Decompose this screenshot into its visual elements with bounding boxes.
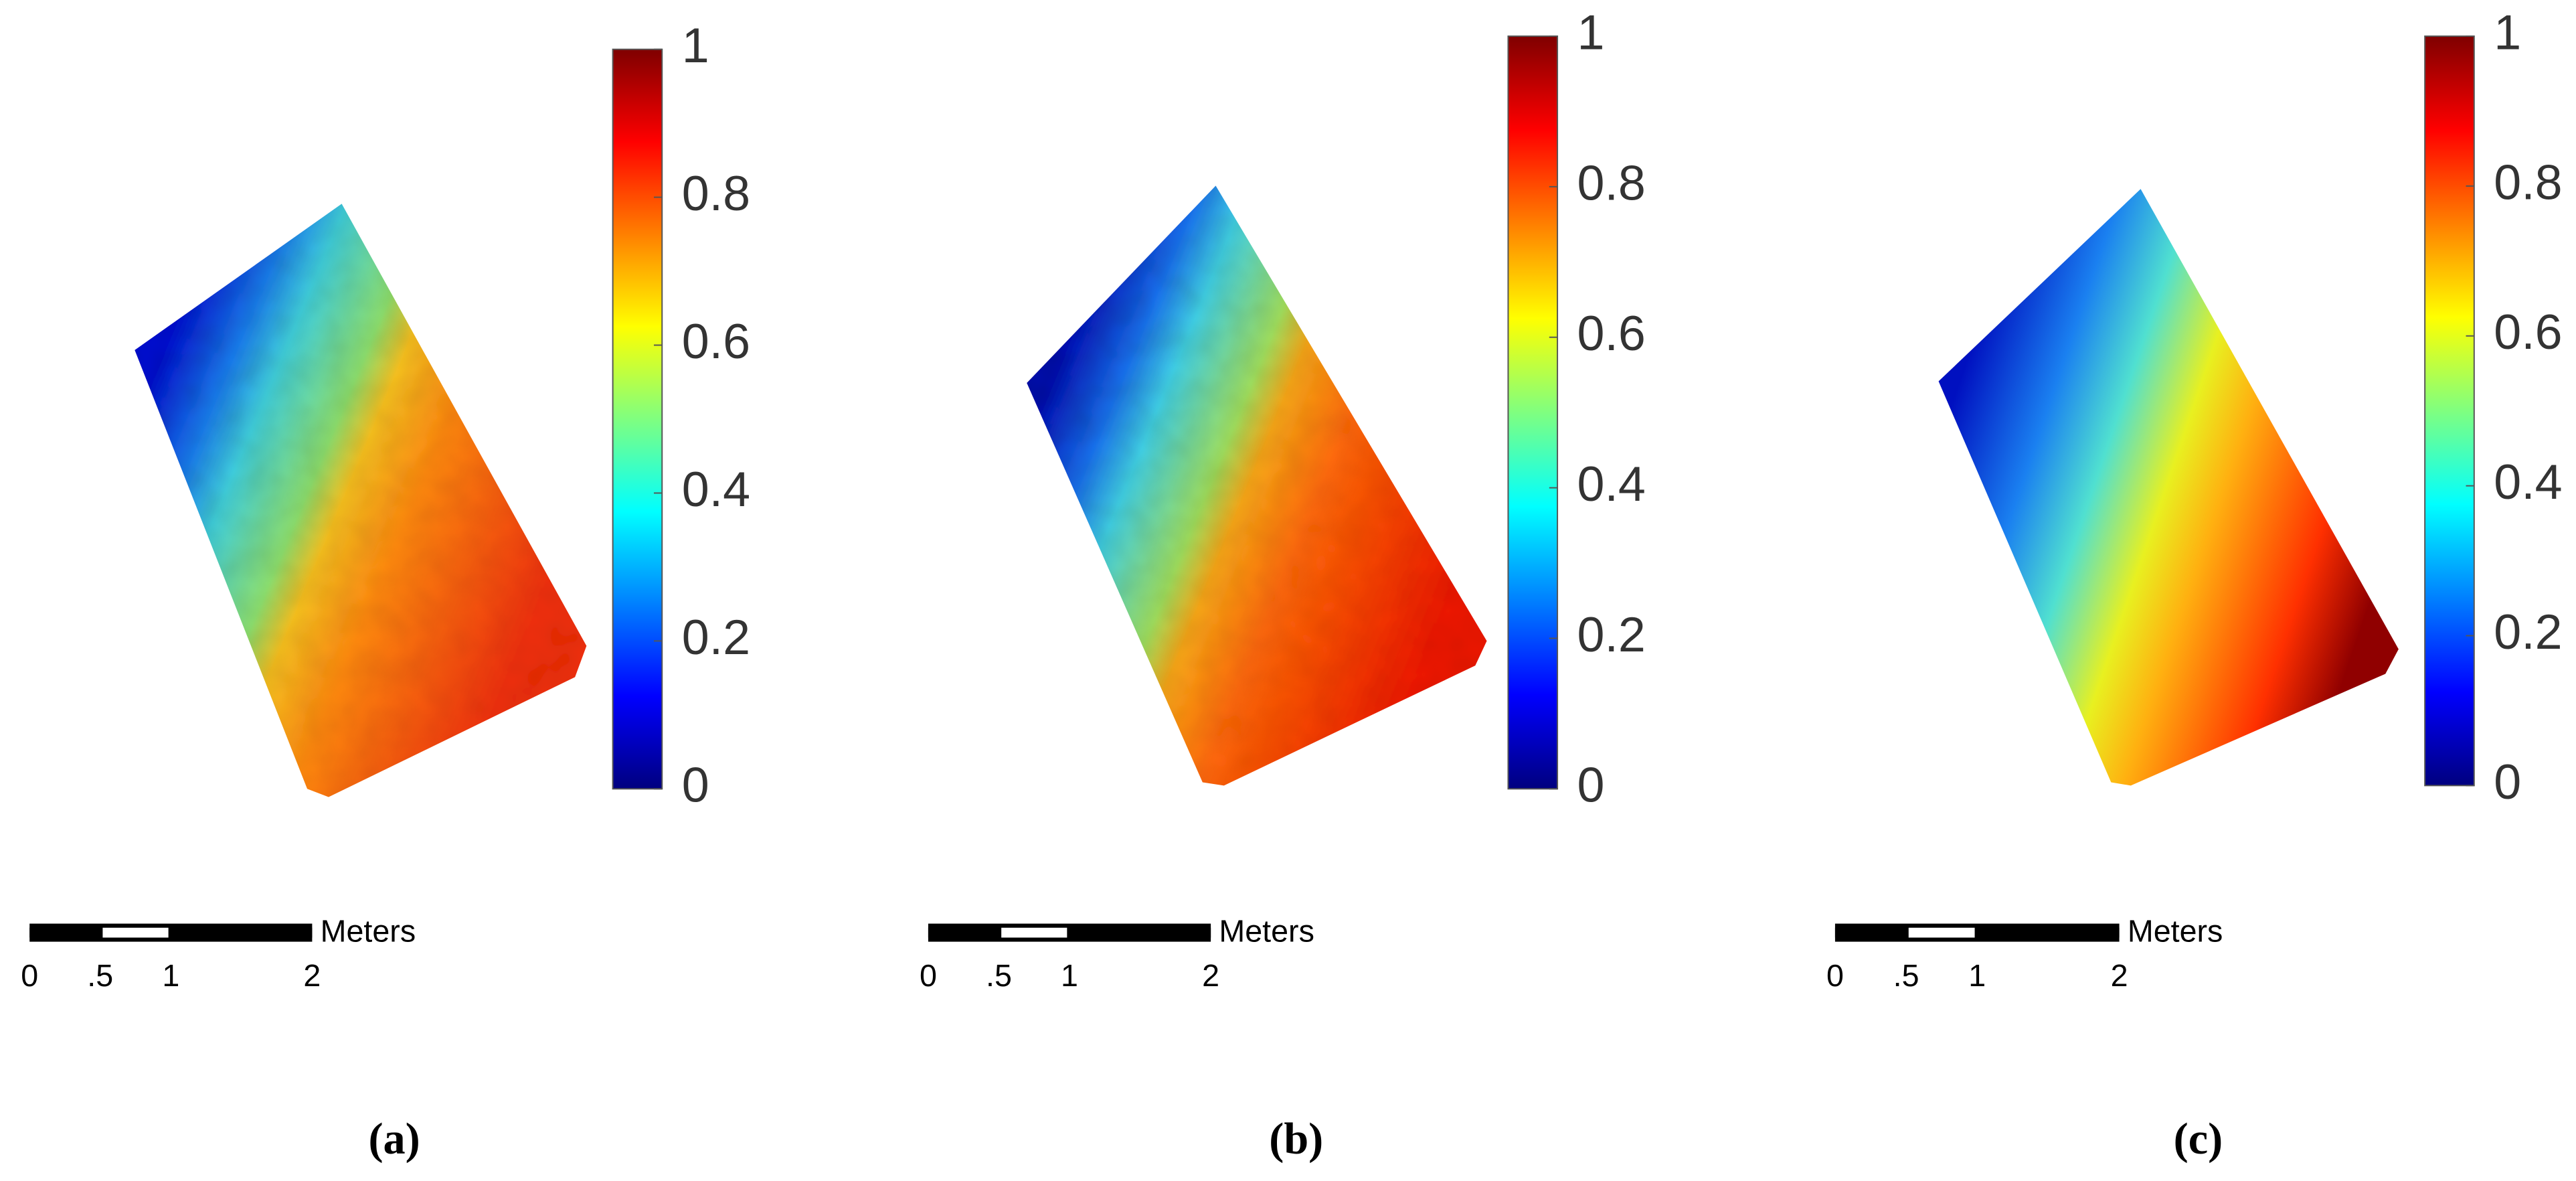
scale-bar-segment [1977,927,2120,938]
scale-bar-label: .5 [986,958,1012,993]
colorbar-tick-label: 0.4 [2494,454,2562,509]
colorbar-tick-label: 1 [2494,4,2521,60]
scale-bar-segment [1834,927,1907,938]
colorbar-tick-label: 0.6 [2494,304,2562,360]
scale-bar-label: 0 [21,958,38,993]
scale-bar-segment [1001,927,1067,938]
scale-bar-unit: Meters [1219,914,1314,949]
colorbar-tick-label: 0.8 [2494,154,2562,210]
scale-bar-label: 1 [1968,958,1986,993]
panel-label: (a) [368,1115,420,1164]
scale-bar-segment [1069,927,1211,938]
colorbar-tick-label: 0.6 [682,313,750,369]
scale-bar-label: .5 [1893,958,1919,993]
scale-bar-segment [171,927,313,938]
scale-bar-label: 0 [920,958,937,993]
colorbar-tick-label: 0.2 [2494,604,2562,659]
scale-bar-segment [29,927,100,938]
scale-bar-label: 2 [2111,958,2128,993]
colorbar-tick-label: 0.4 [1577,456,1646,511]
colorbar-tick-label: 0 [2494,754,2521,809]
scale-bar-label: 1 [162,958,179,993]
panel-label: (b) [1269,1115,1323,1164]
colorbar-tick-label: 1 [682,17,709,73]
colorbar-tick-label: 0.8 [682,165,750,221]
colorbar-tick-label: 0.2 [1577,607,1646,662]
scale-bar-unit: Meters [321,914,416,949]
scale-bar-segment [928,927,999,938]
colorbar-tick-label: 0.2 [682,609,750,665]
colorbar [2424,35,2475,787]
colorbar-tick-label: 0.8 [1577,155,1646,210]
colorbar [612,48,663,790]
scale-bar-unit: Meters [2128,914,2223,949]
colorbar-tick-label: 0 [1577,757,1605,813]
colorbar [1507,35,1559,790]
scale-bar-label: 1 [1061,958,1078,993]
scale-bar-segment [1908,927,1975,938]
heat-map [1027,185,1487,786]
heat-map [1938,189,2399,786]
scale-bar-label: 0 [1826,958,1844,993]
heat-map [135,204,587,797]
panel-label: (c) [2174,1115,2223,1164]
scale-bar-label: 2 [1202,958,1219,993]
scale-bar-label: 2 [303,958,321,993]
scale-bar-segment [102,927,169,938]
colorbar-tick-label: 0 [682,757,709,813]
colorbar-tick-label: 0.6 [1577,305,1646,361]
scale-bar-label: .5 [87,958,113,993]
colorbar-tick-label: 1 [1577,4,1605,60]
colorbar-tick-label: 0.4 [682,461,750,517]
